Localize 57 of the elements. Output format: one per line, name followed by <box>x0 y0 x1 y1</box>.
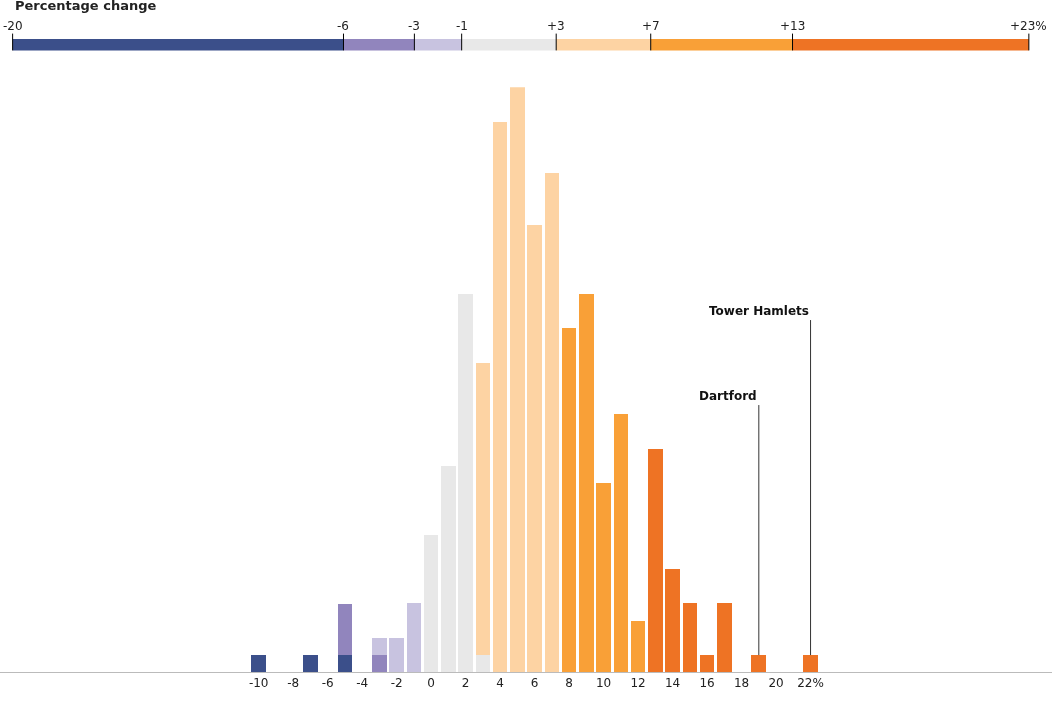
bar <box>751 655 767 672</box>
x-tick-label: 14 <box>664 676 681 691</box>
x-tick-label: -8 <box>287 676 300 691</box>
bar <box>665 569 680 672</box>
bar <box>596 482 611 672</box>
x-tick-label: -2 <box>390 676 403 691</box>
bar <box>372 655 387 672</box>
x-tick-label: 10 <box>595 676 612 691</box>
x-tick-label: 0 <box>427 676 435 691</box>
bar <box>527 224 542 672</box>
bar <box>699 655 715 672</box>
bar <box>648 448 663 672</box>
bar <box>544 173 560 672</box>
bar <box>372 638 387 656</box>
color-bar-label: -20 <box>3 19 23 33</box>
color-bar-title: Percentage change <box>15 0 157 13</box>
bar <box>561 328 577 672</box>
bar <box>406 603 422 672</box>
color-bar-label: +7 <box>642 19 660 33</box>
color-bar-label: +23% <box>1010 19 1047 33</box>
bar <box>423 534 439 672</box>
color-bar-label: -1 <box>456 19 468 33</box>
x-tick-label: 6 <box>530 676 539 691</box>
bar <box>458 293 473 672</box>
color-bar-label: +3 <box>547 19 565 33</box>
bar <box>613 414 629 672</box>
color-bar-label: -3 <box>408 19 420 33</box>
x-tick-label: 2 <box>461 676 470 691</box>
color-bar-label: +13 <box>780 19 806 33</box>
bar <box>803 655 818 672</box>
bar <box>579 293 594 672</box>
bar <box>630 620 646 672</box>
x-tick-label: 22% <box>797 676 824 691</box>
bar <box>337 603 353 656</box>
x-tick-label: 18 <box>733 676 750 691</box>
x-tick-label: 16 <box>699 676 715 691</box>
bar <box>475 655 491 672</box>
bar <box>251 655 267 672</box>
annotation: Tower Hamlets <box>709 304 809 318</box>
bar <box>682 603 698 672</box>
bar <box>303 655 318 672</box>
x-tick-label: 12 <box>630 676 646 691</box>
bar <box>337 655 353 672</box>
annotation: Dartford <box>699 389 757 403</box>
x-tick-label: 20 <box>768 676 784 691</box>
x-tick-label: -10 <box>248 676 269 691</box>
x-tick-label: 4 <box>496 676 504 691</box>
bar <box>492 121 508 672</box>
bar <box>441 465 456 672</box>
x-tick-label: -6 <box>321 676 334 691</box>
x-tick-label: -4 <box>356 676 369 691</box>
bar <box>475 362 491 656</box>
bar <box>717 603 732 672</box>
color-bar-label: -6 <box>337 19 349 33</box>
bar <box>389 637 404 672</box>
bar <box>510 87 525 672</box>
x-tick-label: 8 <box>565 676 573 691</box>
